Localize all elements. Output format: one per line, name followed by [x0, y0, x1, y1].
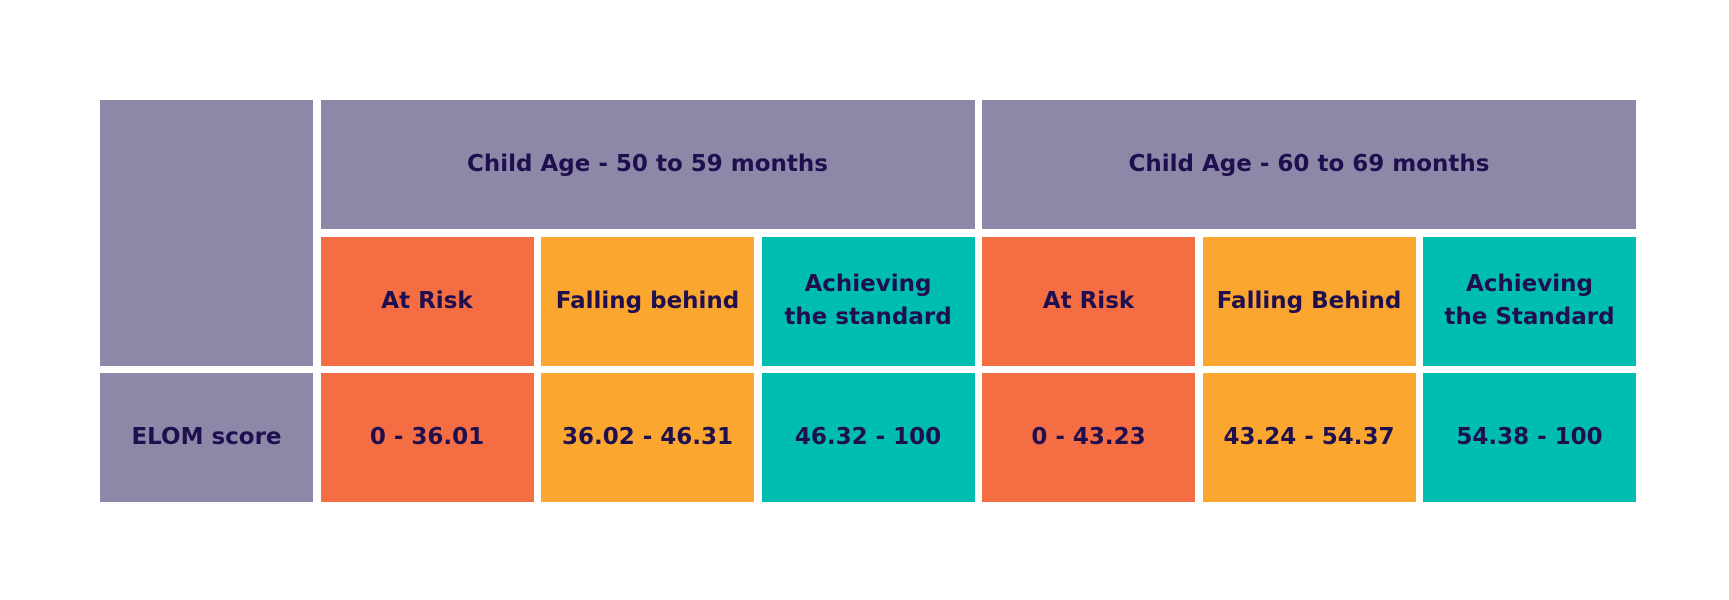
age-group-header-50-59: Child Age - 50 to 59 months: [320, 100, 975, 229]
category-header-falling-behind: Falling Behind: [1202, 236, 1416, 366]
age-group-header-60-69: Child Age - 60 to 69 months: [982, 100, 1636, 229]
category-header-achieving-standard: Achieving the standard: [761, 236, 975, 366]
score-cell: 54.38 - 100: [1423, 373, 1636, 502]
table-corner-cell: [100, 100, 313, 366]
score-cell: 43.24 - 54.37: [1202, 373, 1416, 502]
score-cell: 0 - 43.23: [982, 373, 1195, 502]
score-cell: 0 - 36.01: [320, 373, 534, 502]
category-header-at-risk: At Risk: [982, 236, 1195, 366]
score-cell: 46.32 - 100: [761, 373, 975, 502]
age-group-title: Child Age - 50 to 59 months: [467, 151, 828, 177]
category-header-at-risk: At Risk: [320, 236, 534, 366]
category-header-achieving-standard: Achieving the Standard: [1423, 236, 1636, 366]
age-group-title: Child Age - 60 to 69 months: [1128, 151, 1490, 177]
score-cell: 36.02 - 46.31: [541, 373, 754, 502]
row-label-elom-score: ELOM score: [100, 373, 313, 502]
category-header-falling-behind: Falling behind: [541, 236, 754, 366]
elom-score-table: Child Age - 50 to 59 months Child Age - …: [100, 100, 1636, 502]
